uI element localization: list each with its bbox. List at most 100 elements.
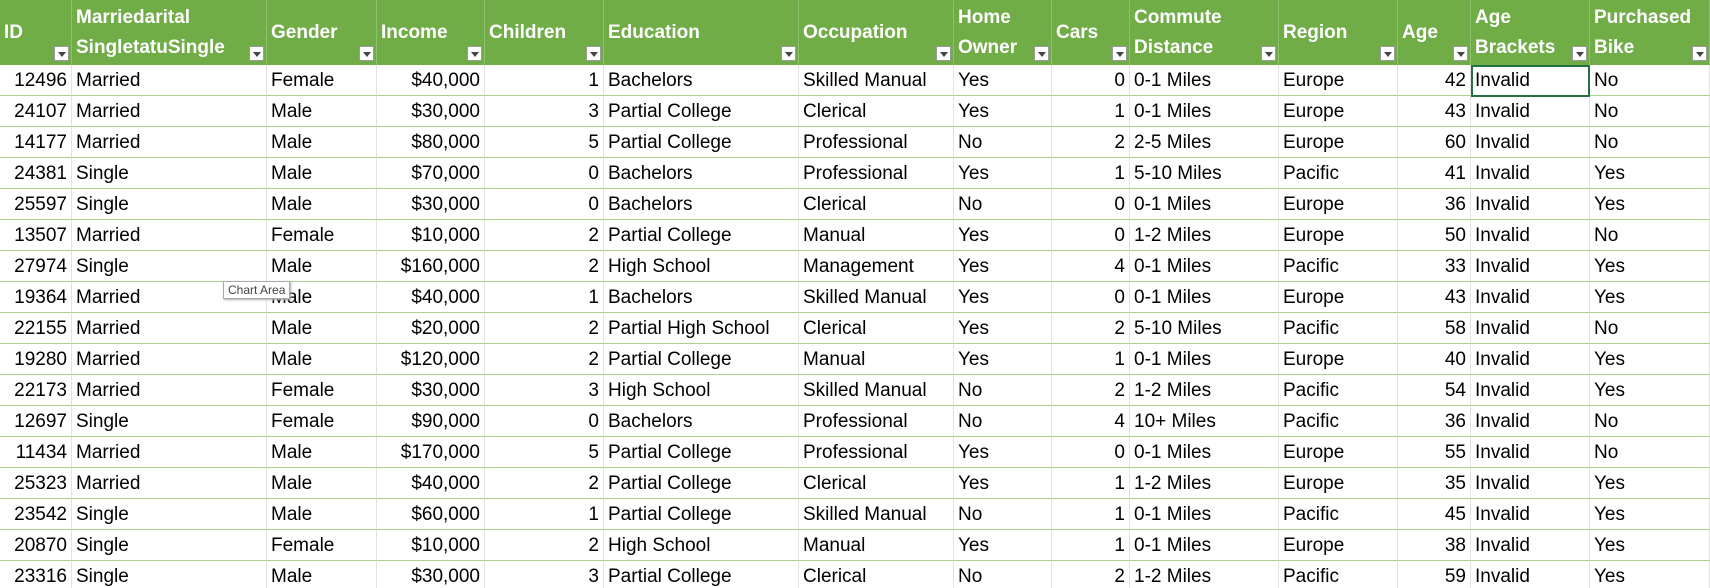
table-cell[interactable]: No: [1590, 437, 1710, 468]
table-cell[interactable]: Bachelors: [604, 158, 799, 189]
table-cell[interactable]: 0-1 Miles: [1130, 251, 1279, 282]
filter-button[interactable]: [359, 46, 374, 61]
table-cell[interactable]: 5-10 Miles: [1130, 158, 1279, 189]
table-cell[interactable]: 35: [1398, 468, 1471, 499]
table-cell[interactable]: Invalid: [1471, 375, 1590, 406]
table-cell[interactable]: Europe: [1279, 468, 1398, 499]
column-header[interactable]: Marriedarital SingletatuSingle: [72, 0, 267, 65]
table-cell[interactable]: 40: [1398, 344, 1471, 375]
filter-button[interactable]: [1112, 46, 1127, 61]
table-cell[interactable]: No: [954, 127, 1052, 158]
table-cell[interactable]: Married: [72, 313, 267, 344]
table-cell[interactable]: No: [1590, 96, 1710, 127]
table-cell[interactable]: 5-10 Miles: [1130, 313, 1279, 344]
table-cell[interactable]: Partial College: [604, 220, 799, 251]
table-cell[interactable]: Female: [267, 375, 377, 406]
table-cell[interactable]: Partial College: [604, 561, 799, 588]
table-cell[interactable]: 1: [485, 65, 604, 96]
table-cell[interactable]: Pacific: [1279, 313, 1398, 344]
table-cell[interactable]: 1-2 Miles: [1130, 220, 1279, 251]
filter-button[interactable]: [1034, 46, 1049, 61]
column-header[interactable]: Commute Distance: [1130, 0, 1279, 65]
table-cell[interactable]: $30,000: [377, 189, 485, 220]
table-cell[interactable]: 2: [485, 313, 604, 344]
table-cell[interactable]: Yes: [1590, 530, 1710, 561]
filter-button[interactable]: [1380, 46, 1395, 61]
table-cell[interactable]: Europe: [1279, 344, 1398, 375]
filter-button[interactable]: [1453, 46, 1468, 61]
table-cell[interactable]: 1: [485, 282, 604, 313]
table-cell[interactable]: Single: [72, 530, 267, 561]
table-cell[interactable]: 43: [1398, 96, 1471, 127]
table-cell[interactable]: Yes: [1590, 375, 1710, 406]
filter-button[interactable]: [781, 46, 796, 61]
table-cell[interactable]: Male: [267, 127, 377, 158]
table-cell[interactable]: No: [954, 499, 1052, 530]
table-cell[interactable]: Professional: [799, 127, 954, 158]
table-cell[interactable]: Single: [72, 499, 267, 530]
table-cell[interactable]: Invalid: [1471, 499, 1590, 530]
column-header[interactable]: Education: [604, 0, 799, 65]
table-cell[interactable]: Yes: [954, 344, 1052, 375]
table-cell[interactable]: Invalid: [1471, 158, 1590, 189]
filter-button[interactable]: [1572, 46, 1587, 61]
table-cell[interactable]: Invalid: [1471, 561, 1590, 588]
table-cell[interactable]: Clerical: [799, 313, 954, 344]
table-cell[interactable]: Manual: [799, 220, 954, 251]
table-cell[interactable]: Male: [267, 344, 377, 375]
table-cell[interactable]: 58: [1398, 313, 1471, 344]
table-cell[interactable]: Invalid: [1471, 282, 1590, 313]
table-cell[interactable]: 55: [1398, 437, 1471, 468]
column-header[interactable]: Occupation: [799, 0, 954, 65]
table-cell[interactable]: 12496: [0, 65, 72, 96]
table-cell[interactable]: Yes: [954, 251, 1052, 282]
table-cell[interactable]: Male: [267, 96, 377, 127]
table-cell[interactable]: Single: [72, 189, 267, 220]
table-cell[interactable]: Yes: [1590, 158, 1710, 189]
table-cell[interactable]: Yes: [954, 220, 1052, 251]
column-header[interactable]: Purchased Bike: [1590, 0, 1710, 65]
table-cell[interactable]: $120,000: [377, 344, 485, 375]
table-cell[interactable]: Female: [267, 65, 377, 96]
table-cell[interactable]: 1-2 Miles: [1130, 375, 1279, 406]
table-cell[interactable]: Male: [267, 158, 377, 189]
table-cell[interactable]: Partial College: [604, 468, 799, 499]
table-cell[interactable]: 13507: [0, 220, 72, 251]
table-cell[interactable]: Partial High School: [604, 313, 799, 344]
table-cell[interactable]: 0-1 Miles: [1130, 344, 1279, 375]
table-cell[interactable]: Skilled Manual: [799, 375, 954, 406]
table-cell[interactable]: $60,000: [377, 499, 485, 530]
table-cell[interactable]: Pacific: [1279, 158, 1398, 189]
table-cell[interactable]: $80,000: [377, 127, 485, 158]
table-cell[interactable]: Professional: [799, 437, 954, 468]
table-cell[interactable]: 27974: [0, 251, 72, 282]
table-cell[interactable]: Invalid: [1471, 530, 1590, 561]
table-cell[interactable]: Male: [267, 313, 377, 344]
table-cell[interactable]: $30,000: [377, 96, 485, 127]
table-cell[interactable]: Married: [72, 127, 267, 158]
table-cell[interactable]: Male: [267, 561, 377, 588]
table-cell[interactable]: $70,000: [377, 158, 485, 189]
table-cell[interactable]: Invalid: [1471, 251, 1590, 282]
table-cell[interactable]: Invalid: [1471, 437, 1590, 468]
table-cell[interactable]: Pacific: [1279, 251, 1398, 282]
table-cell[interactable]: 0: [1052, 65, 1130, 96]
table-cell[interactable]: Skilled Manual: [799, 499, 954, 530]
table-cell[interactable]: 33: [1398, 251, 1471, 282]
table-cell[interactable]: Pacific: [1279, 499, 1398, 530]
column-header[interactable]: Region: [1279, 0, 1398, 65]
table-cell[interactable]: 19280: [0, 344, 72, 375]
table-cell[interactable]: Married: [72, 437, 267, 468]
table-cell[interactable]: Clerical: [799, 468, 954, 499]
table-cell[interactable]: 41: [1398, 158, 1471, 189]
column-header[interactable]: Gender: [267, 0, 377, 65]
table-cell[interactable]: 12697: [0, 406, 72, 437]
table-cell[interactable]: 2: [485, 251, 604, 282]
filter-button[interactable]: [1261, 46, 1276, 61]
table-cell[interactable]: 24381: [0, 158, 72, 189]
table-cell[interactable]: Yes: [954, 65, 1052, 96]
table-cell[interactable]: Yes: [954, 313, 1052, 344]
table-cell[interactable]: Management: [799, 251, 954, 282]
table-cell[interactable]: $30,000: [377, 375, 485, 406]
table-cell[interactable]: No: [954, 189, 1052, 220]
